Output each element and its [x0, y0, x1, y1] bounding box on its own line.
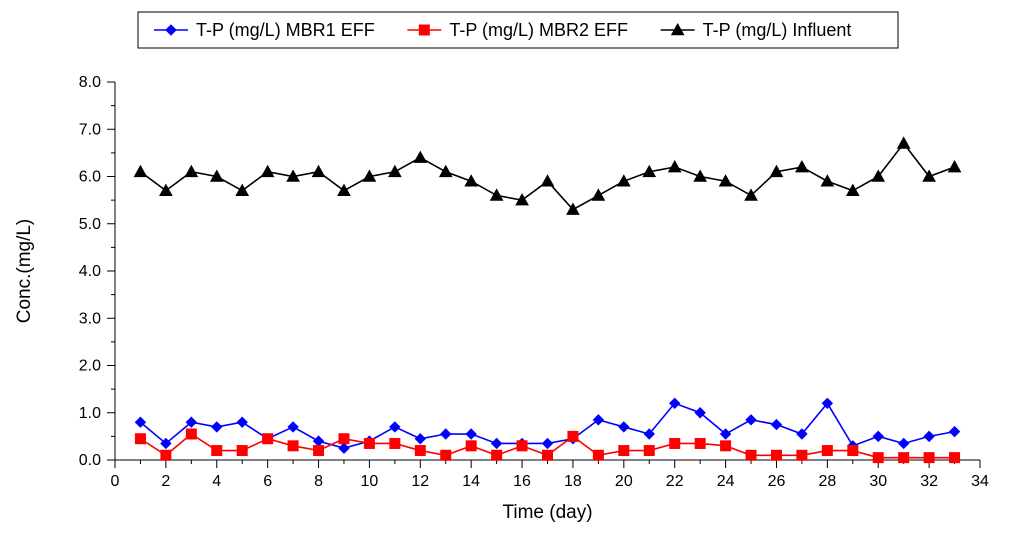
svg-text:5.0: 5.0	[79, 216, 101, 233]
svg-text:6: 6	[263, 473, 272, 490]
svg-text:34: 34	[971, 473, 989, 490]
series-group	[134, 137, 960, 462]
series-influent	[134, 137, 960, 214]
x-axis-title: Time (day)	[502, 502, 592, 523]
svg-text:10: 10	[361, 473, 379, 490]
svg-text:4: 4	[212, 473, 221, 490]
svg-text:18: 18	[564, 473, 582, 490]
svg-text:26: 26	[768, 473, 786, 490]
svg-text:0: 0	[111, 473, 120, 490]
svg-text:28: 28	[818, 473, 836, 490]
legend-label: T-P (mg/L) MBR1 EFF	[196, 20, 375, 40]
svg-text:30: 30	[869, 473, 887, 490]
svg-text:16: 16	[513, 473, 531, 490]
legend-label: T-P (mg/L) MBR2 EFF	[449, 20, 628, 40]
svg-text:2.0: 2.0	[79, 358, 101, 375]
svg-text:12: 12	[411, 473, 429, 490]
svg-text:8.0: 8.0	[79, 74, 101, 91]
svg-text:24: 24	[717, 473, 735, 490]
y-axis-title: Conc.(mg/L)	[14, 219, 35, 324]
svg-text:3.0: 3.0	[79, 310, 101, 327]
svg-text:4.0: 4.0	[79, 263, 101, 280]
series-mbr1	[135, 398, 959, 453]
svg-text:2: 2	[161, 473, 170, 490]
legend-label: T-P (mg/L) Influent	[703, 20, 852, 40]
tp-concentration-chart: T-P (mg/L) MBR1 EFF T-P (mg/L) MBR2 EFF T-…	[0, 0, 1024, 548]
svg-text:22: 22	[666, 473, 684, 490]
legend: T-P (mg/L) MBR1 EFF T-P (mg/L) MBR2 EFF T-…	[154, 20, 851, 40]
svg-text:0.0: 0.0	[79, 452, 101, 469]
svg-text:14: 14	[462, 473, 480, 490]
svg-text:7.0: 7.0	[79, 121, 101, 138]
svg-text:20: 20	[615, 473, 633, 490]
svg-text:32: 32	[920, 473, 938, 490]
svg-text:1.0: 1.0	[79, 405, 101, 422]
svg-text:8: 8	[314, 473, 323, 490]
svg-text:6.0: 6.0	[79, 169, 101, 186]
